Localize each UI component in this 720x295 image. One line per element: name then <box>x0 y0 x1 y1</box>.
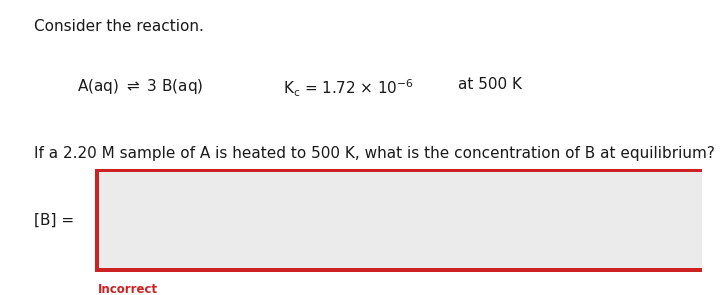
Bar <box>99 172 702 268</box>
Text: Incorrect: Incorrect <box>98 283 158 295</box>
Text: A(aq) $\rightleftharpoons$ 3 B(aq): A(aq) $\rightleftharpoons$ 3 B(aq) <box>77 77 204 96</box>
Text: If a 2.20 M sample of A is heated to 500 K, what is the concentration of B at eq: If a 2.20 M sample of A is heated to 500… <box>34 146 715 161</box>
Text: at 500 K: at 500 K <box>458 77 522 92</box>
Text: [B] =: [B] = <box>34 213 74 228</box>
Text: Consider the reaction.: Consider the reaction. <box>34 19 204 34</box>
Bar <box>95 169 99 272</box>
Text: K$_\mathregular{c}$ = 1.72 $\times$ 10$^{-6}$: K$_\mathregular{c}$ = 1.72 $\times$ 10$^… <box>283 77 414 99</box>
Bar <box>95 169 702 172</box>
Bar <box>95 268 702 272</box>
